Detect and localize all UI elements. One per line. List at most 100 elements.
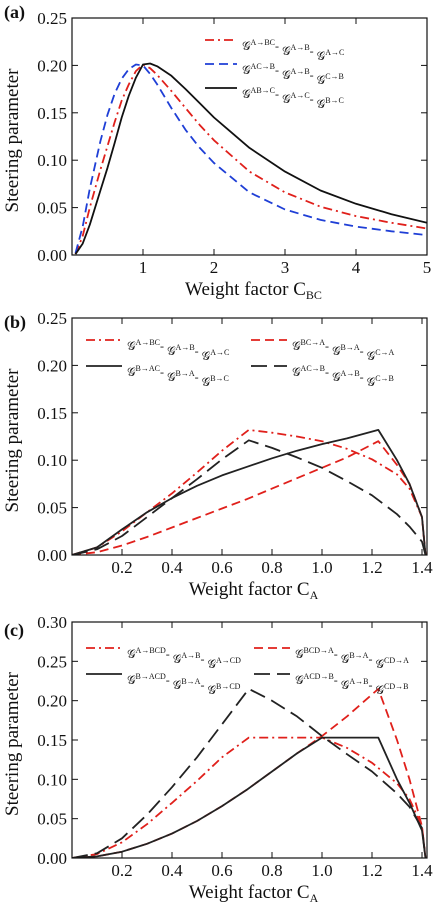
legend-symbol: 𝒢 (167, 370, 176, 384)
legend-superscript: A→BC (251, 38, 275, 47)
legend-superscript: A→B (349, 677, 368, 686)
x-tick-label: 2 (210, 258, 219, 277)
x-axis-label: Weight factor CBC (185, 279, 322, 302)
y-tick-label: 0.15 (37, 404, 67, 423)
legend-symbol: 𝒢 (341, 652, 350, 666)
x-axis-label: Weight factor CA (189, 579, 319, 602)
legend-superscript: A→BC (136, 338, 160, 347)
legend-superscript: A→B (341, 369, 360, 378)
x-axis-label: Weight factor CA (189, 882, 319, 905)
legend-symbol: 𝒢 (375, 657, 384, 671)
x-tick-label: 0.2 (111, 558, 132, 577)
legend-symbol: 𝒢 (207, 683, 216, 697)
x-axis-label-subscript: BC (306, 288, 322, 302)
legend-superscript: C→B (375, 374, 394, 383)
legend-superscript: B→A (181, 677, 200, 686)
x-axis-label-subscript: A (310, 588, 319, 602)
legend-symbol: 𝒢 (202, 349, 211, 363)
chart-panel-3: 0.2 0.4 0.6 0.8 1.0 1.2 1.4 0.00 0.05 0.10 0.15 0.2… (2, 613, 433, 905)
x-tick-label: 1 (139, 258, 148, 277)
y-axis-label: Steering parameter (2, 368, 23, 513)
legend-symbol: - (325, 339, 332, 353)
legend-superscript: A→CD (216, 656, 241, 665)
x-tick-label: 0.6 (211, 558, 232, 577)
legend-symbol: 𝒢 (127, 339, 136, 353)
legend-symbol: 𝒢 (282, 92, 291, 106)
legend-symbol: - (160, 365, 167, 379)
y-tick-label: 0.00 (37, 849, 67, 868)
y-axis-label: Steering parameter (2, 671, 23, 816)
x-tick-label: 1.2 (361, 558, 382, 577)
legend-superscript: BC→A (301, 338, 326, 347)
legend-entry: 𝒢BC→A- 𝒢B→A- 𝒢C→A (292, 338, 395, 363)
legend-symbol: 𝒢 (207, 657, 216, 671)
legend-symbol: 𝒢 (367, 375, 376, 389)
legend-symbol: 𝒢 (282, 44, 291, 58)
legend-superscript: A→B (291, 43, 310, 52)
x-tick-label: 0.2 (111, 861, 132, 880)
y-tick-label: 0.15 (37, 731, 67, 750)
legend-symbol: - (166, 673, 173, 687)
x-tick-label: 0.8 (261, 558, 282, 577)
legend-superscript: B→ACD (136, 672, 166, 681)
legend-symbol: 𝒢 (295, 673, 304, 687)
legend-symbol: 𝒢 (167, 344, 176, 358)
legend-symbol: - (310, 68, 317, 82)
legend-symbol: - (334, 673, 341, 687)
legend-superscript: ACD→B (304, 672, 334, 681)
series-line-1 (72, 428, 427, 555)
legend-symbol: - (368, 678, 375, 692)
panel-label: (c) (4, 620, 24, 641)
x-tick-label: 0.6 (211, 861, 232, 880)
legend-symbol: - (325, 365, 332, 379)
legend-superscript: B→A (349, 651, 368, 660)
y-tick-label: 0.10 (37, 770, 67, 789)
y-tick-label: 0.20 (37, 692, 67, 711)
series-line-3 (72, 736, 427, 858)
legend-symbol: 𝒢 (317, 49, 326, 63)
y-tick-label: 0.05 (37, 499, 67, 518)
x-tick-label: 3 (281, 258, 290, 277)
legend-entry: 𝒢A→BC- 𝒢A→B- 𝒢A→C (127, 338, 229, 363)
series-line-2 (72, 440, 427, 555)
legend-entry: 𝒢AC→B- 𝒢A→B- 𝒢C→B (292, 364, 394, 389)
legend-entry: 𝒢BCD→A- 𝒢B→A- 𝒢CD→A (295, 646, 409, 671)
y-tick-label: 0.25 (37, 652, 67, 671)
y-tick-label: 0.05 (37, 810, 67, 829)
panel-label: (a) (4, 2, 25, 23)
legend-superscript: AB→C (251, 86, 275, 95)
legend-superscript: A→C (291, 91, 310, 100)
legend-symbol: - (195, 344, 202, 358)
y-tick-label: 0.00 (37, 246, 67, 265)
plot-frame (71, 17, 428, 256)
legend-superscript: B→C (325, 96, 344, 105)
legend-symbol: - (360, 370, 367, 384)
legend-entry: 𝒢A→BC- 𝒢A→B- 𝒢A→C (242, 38, 344, 63)
legend-symbol: 𝒢 (295, 647, 304, 661)
series-line-4 (72, 688, 427, 858)
legend-symbol: 𝒢 (242, 87, 251, 101)
legend-symbol: 𝒢 (173, 678, 182, 692)
series-line-2 (74, 63, 427, 254)
legend-symbol: - (310, 92, 317, 106)
legend-symbol: 𝒢 (292, 339, 301, 353)
legend-superscript: CD→B (384, 682, 408, 691)
y-tick-label: 0.25 (37, 9, 67, 28)
legend-superscript: BCD→A (304, 646, 334, 655)
legend-symbol: 𝒢 (242, 63, 251, 77)
series-line-1 (72, 736, 427, 858)
x-tick-label: 0.8 (261, 861, 282, 880)
chart-panel-2: 0.2 0.4 0.6 0.8 1.0 1.2 1.4 0.00 0.05 0.10 0.15 0.2… (2, 309, 433, 602)
series-line-3 (74, 62, 427, 255)
x-tick-label: 4 (352, 258, 361, 277)
y-tick-label: 0.30 (37, 613, 67, 632)
legend: 𝒢A→BC- 𝒢A→B- 𝒢A→C 𝒢BC→A- 𝒢B→A- 𝒢C→A𝒢B→AC-… (86, 338, 395, 389)
legend-symbol: 𝒢 (127, 673, 136, 687)
legend-symbol: - (195, 370, 202, 384)
legend-superscript: A→B (291, 67, 310, 76)
legend-superscript: C→A (375, 348, 394, 357)
x-tick-label: 1.4 (411, 861, 433, 880)
legend-symbol: 𝒢 (173, 652, 182, 666)
